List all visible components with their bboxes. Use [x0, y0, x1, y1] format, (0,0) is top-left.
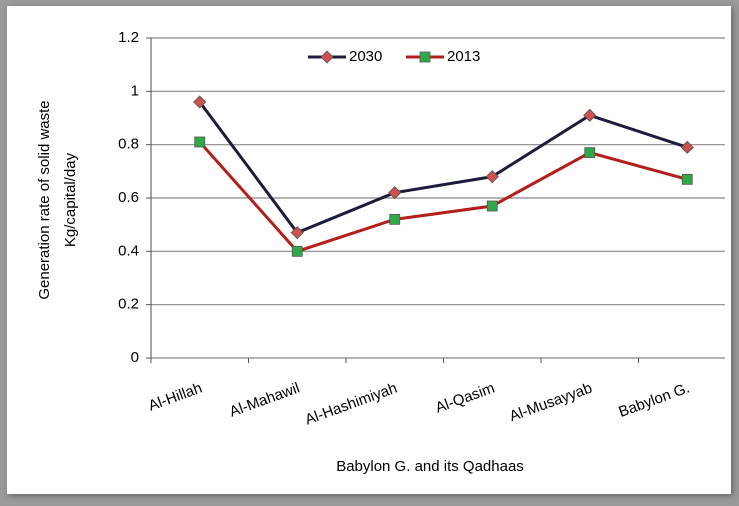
data-point	[584, 147, 596, 159]
data-point	[583, 108, 597, 122]
legend-label: 2013	[447, 48, 480, 65]
y-tick-label: 1	[131, 82, 139, 99]
y-tick-label: 0.6	[118, 189, 139, 206]
data-point	[389, 213, 401, 225]
legend-marker	[320, 50, 334, 64]
legend-label: 2030	[349, 48, 382, 65]
data-point	[290, 226, 304, 240]
y-tick-label: 0	[131, 349, 139, 366]
legend-marker	[419, 51, 431, 63]
y-tick-label: 0.4	[118, 242, 139, 259]
data-point	[194, 136, 206, 148]
x-axis-label: Babylon G. and its Qadhaas	[336, 458, 524, 475]
y-tick-label: 0.2	[118, 296, 139, 313]
data-point	[486, 200, 498, 212]
chart-frame	[7, 6, 731, 494]
data-point	[193, 95, 207, 109]
data-point	[388, 186, 402, 200]
y-tick-label: 1.2	[118, 29, 139, 46]
data-point	[485, 170, 499, 184]
data-point	[680, 140, 694, 154]
series-line	[198, 101, 688, 235]
data-point	[291, 245, 303, 257]
data-point	[681, 173, 693, 185]
y-axis-label: Generation rate of solid waste	[36, 100, 53, 299]
legend: 2030 2013	[308, 48, 480, 65]
y-tick-label: 0.8	[118, 136, 139, 153]
series-line	[198, 141, 688, 254]
y-axis-label: Kg/capital/day	[62, 152, 79, 247]
